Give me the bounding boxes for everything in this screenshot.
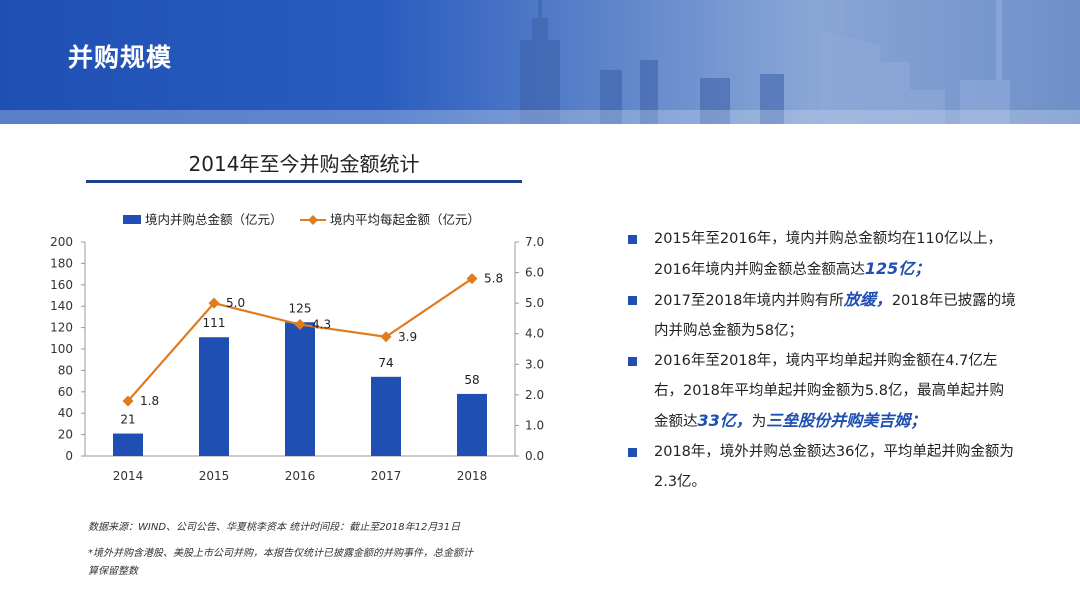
- line-point-2018: [466, 273, 478, 285]
- source-note: 数据来源：WIND、公司公告、华夏桃李资本 统计时间段：截止至2018年12月3…: [88, 522, 461, 533]
- bar-2018: [457, 393, 487, 456]
- city-skyline-image: [0, 0, 1080, 124]
- left-tick-label: 40: [58, 406, 73, 420]
- bar-2014: [113, 433, 143, 456]
- legend-bar-label: 境内并购总金额（亿元）: [145, 212, 283, 227]
- bar-2017: [371, 376, 401, 456]
- left-tick-label: 180: [50, 256, 73, 270]
- line-value-label: 5.8: [484, 272, 503, 286]
- legend-line-label: 境内平均每起金额（亿元）: [330, 212, 480, 227]
- bullet-item: 2016年至2018年，境内平均单起并购金额在4.7亿左右，2018年平均单起并…: [626, 346, 1016, 437]
- left-tick-label: 120: [50, 321, 73, 335]
- right-tick-label: 2.0: [525, 388, 544, 402]
- line-point-2017: [380, 331, 392, 343]
- bullet-item: 2015年至2016年，境内并购总金额均在110亿以上，2016年境内并购金额总…: [626, 224, 1016, 285]
- highlight-text: 三垒股份并购美吉姆；: [766, 411, 927, 430]
- right-tick-label: 4.0: [525, 327, 544, 341]
- header-banner: 并购规模: [0, 0, 1080, 124]
- chart-title: 2014年至今并购金额统计: [188, 152, 420, 176]
- line-point-2014: [122, 395, 134, 407]
- bar-value-label: 74: [378, 356, 393, 370]
- line-value-label: 1.8: [140, 394, 159, 408]
- right-tick-label: 3.0: [525, 357, 544, 371]
- right-tick-label: 6.0: [525, 266, 544, 280]
- bullet-square-icon: [628, 235, 637, 244]
- bullet-item: 2018年，境外并购总金额达36亿，平均单起并购金额为2.3亿。: [626, 437, 1016, 497]
- bar-value-label: 21: [120, 413, 135, 427]
- x-tick-label: 2017: [371, 469, 402, 483]
- x-tick-label: 2018: [457, 469, 488, 483]
- bullet-list: 2015年至2016年，境内并购总金额均在110亿以上，2016年境内并购金额总…: [626, 224, 1016, 497]
- title-underline: [86, 180, 522, 183]
- page-title: 并购规模: [68, 43, 173, 72]
- bar-2015: [199, 337, 229, 456]
- highlight-text: 125亿；: [864, 259, 931, 278]
- footnote-line-2: 算保留整数: [88, 566, 138, 577]
- legend-line-marker: [308, 215, 318, 225]
- bar-2016: [285, 322, 315, 456]
- right-tick-label: 0.0: [525, 449, 544, 463]
- bullet-square-icon: [628, 296, 637, 305]
- bullet-item: 2017至2018年境内并购有所放缓，2018年已披露的境内并购总金额为58亿；: [626, 285, 1016, 346]
- bullet-square-icon: [628, 448, 637, 457]
- x-tick-label: 2014: [113, 469, 144, 483]
- line-value-label: 4.3: [312, 318, 331, 332]
- bar-value-label: 125: [289, 301, 312, 315]
- line-point-2015: [208, 297, 220, 309]
- highlight-text: 33亿，: [697, 411, 752, 430]
- right-tick-label: 1.0: [525, 418, 544, 432]
- left-tick-label: 200: [50, 235, 73, 249]
- x-tick-label: 2015: [199, 469, 230, 483]
- left-tick-label: 100: [50, 342, 73, 356]
- footnote-line-1: *境外并购含港股、美股上市公司并购，本报告仅统计已披露金额的并购事件，总金额计: [88, 548, 473, 559]
- bullet-square-icon: [628, 357, 637, 366]
- bar-value-label: 111: [203, 316, 226, 330]
- left-tick-label: 160: [50, 278, 73, 292]
- combo-chart: 0 20 40 60 80 100 120 140 160 180 200 0.0 1.0 2.0 3.0 4…: [50, 212, 544, 483]
- left-tick-label: 60: [58, 385, 73, 399]
- line-value-label: 5.0: [226, 296, 245, 310]
- line-value-label: 3.9: [398, 330, 417, 344]
- legend-bar-swatch: [123, 215, 141, 224]
- line-point-2016: [294, 319, 306, 331]
- right-tick-label: 5.0: [525, 296, 544, 310]
- left-tick-label: 80: [58, 363, 73, 377]
- right-tick-label: 7.0: [525, 235, 544, 249]
- x-tick-label: 2016: [285, 469, 316, 483]
- left-tick-label: 20: [58, 428, 73, 442]
- left-tick-label: 140: [50, 299, 73, 313]
- highlight-text: 放缓，: [843, 290, 892, 309]
- bar-value-label: 58: [464, 373, 479, 387]
- left-tick-label: 0: [65, 449, 73, 463]
